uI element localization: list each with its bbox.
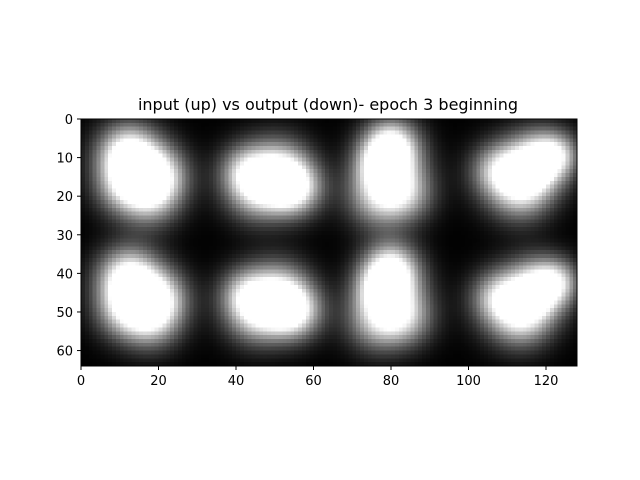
y-tick-label: 50 xyxy=(56,306,73,321)
chart-title: input (up) vs output (down)- epoch 3 beg… xyxy=(138,95,518,114)
image-tile-input-1 xyxy=(81,119,205,243)
y-tick-label: 10 xyxy=(56,152,73,167)
image-tile-input-3 xyxy=(329,119,453,243)
image-grid xyxy=(81,119,577,366)
y-tick-label: 60 xyxy=(56,345,73,360)
y-axis: 0 10 20 30 40 50 60 xyxy=(56,113,81,360)
image-tile-input-4 xyxy=(453,119,577,243)
y-tick-label: 20 xyxy=(56,190,73,205)
x-tick-label: 40 xyxy=(228,374,245,389)
image-tile-input-2 xyxy=(205,119,329,243)
x-tick-label: 20 xyxy=(150,374,167,389)
x-tick-label: 100 xyxy=(456,374,481,389)
x-tick-label: 120 xyxy=(534,374,559,389)
plot-frame xyxy=(80,118,578,367)
image-tile-output-4 xyxy=(453,242,577,366)
y-tick-label: 40 xyxy=(56,267,73,282)
y-tick-label: 30 xyxy=(56,229,73,244)
image-tile-output-1 xyxy=(81,242,205,366)
image-tile-output-2 xyxy=(205,242,329,366)
image-tile-output-3 xyxy=(329,242,453,366)
x-tick-label: 60 xyxy=(305,374,322,389)
x-tick-label: 0 xyxy=(77,374,85,389)
x-axis: 0 20 40 60 80 100 120 xyxy=(77,366,559,389)
x-tick-label: 80 xyxy=(383,374,400,389)
y-tick-label: 0 xyxy=(65,113,73,128)
